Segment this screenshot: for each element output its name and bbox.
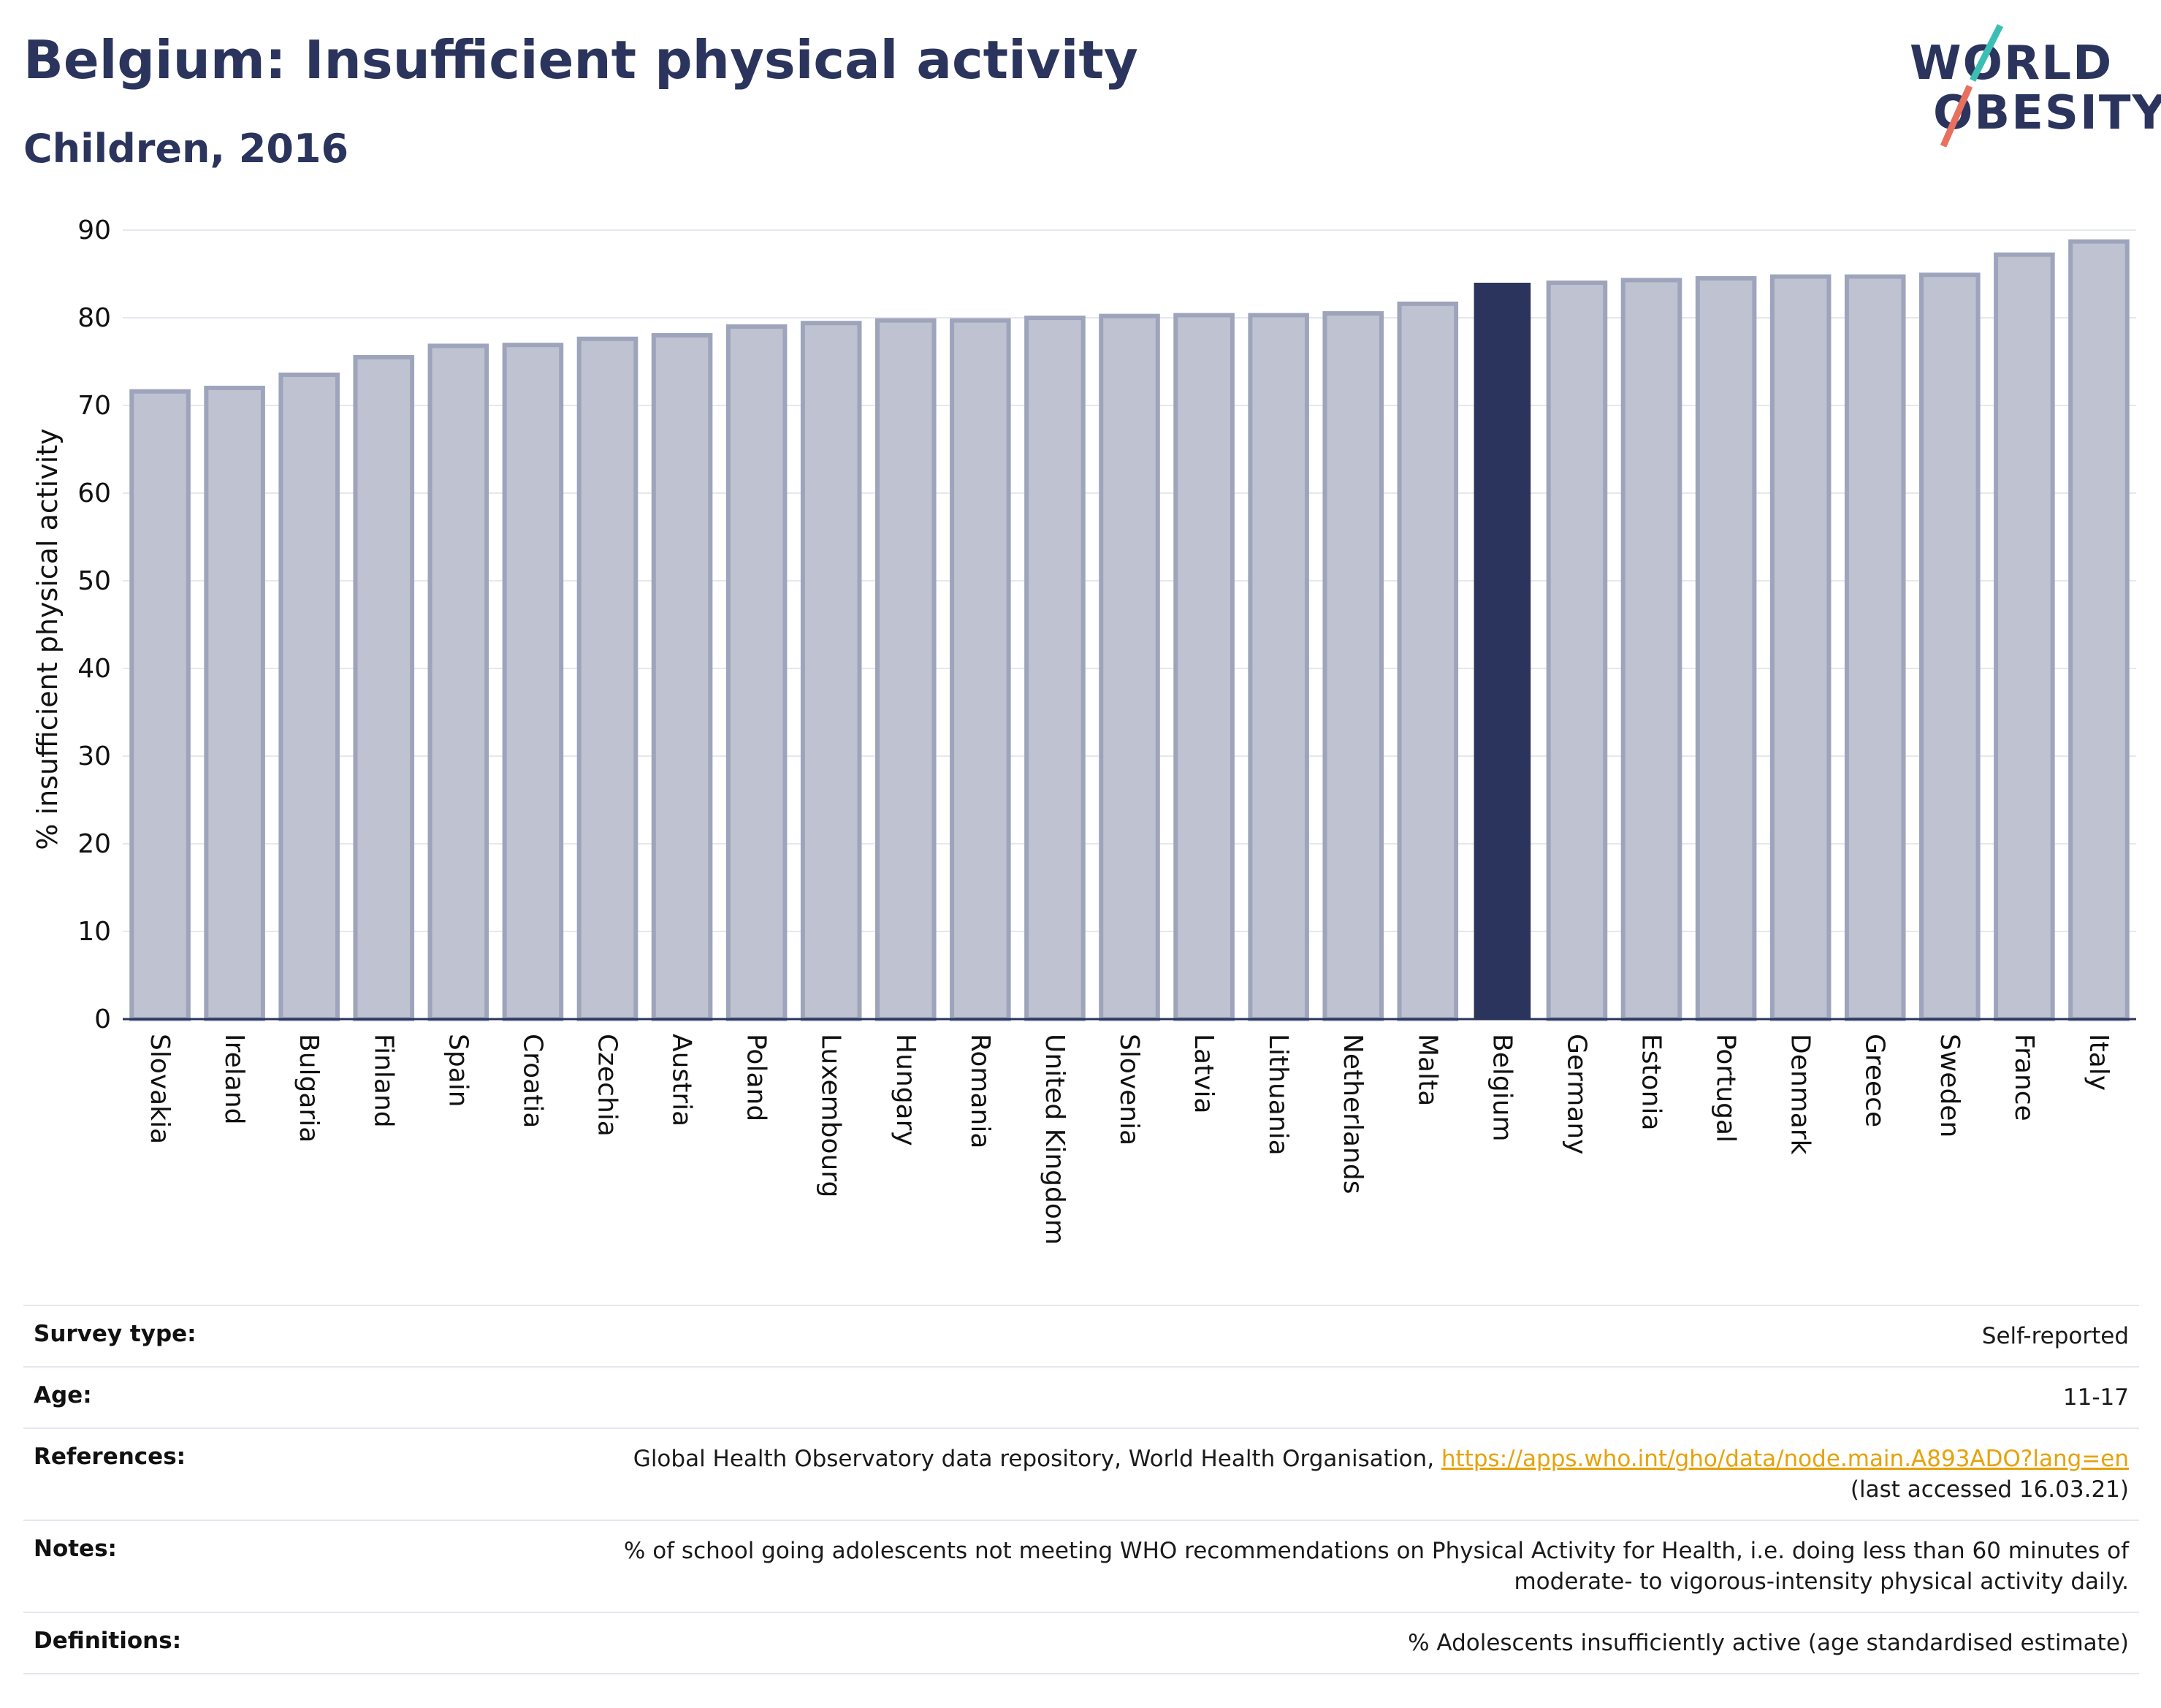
bar-ireland <box>204 386 265 1021</box>
y-tick-label: 10 <box>77 917 111 947</box>
x-axis-ticks: Slovakia Ireland Bulgaria Finland Spain Croat… <box>145 1034 2114 1245</box>
bar-united-kingdom <box>1024 316 1086 1021</box>
x-tick-label: Austria <box>667 1034 697 1126</box>
world-obesity-logo: WORLD OBESITY <box>1907 22 2161 153</box>
y-tick-label: 30 <box>77 741 111 771</box>
references-link[interactable]: https://apps.who.int/gho/data/node.main.… <box>1441 1446 2129 1472</box>
bar-germany <box>1546 281 1608 1021</box>
meta-row-survey: Survey type: Self-reported <box>23 1305 2139 1366</box>
survey-type-label: Survey type: <box>34 1321 197 1347</box>
bar-portugal <box>1695 276 1757 1021</box>
y-tick-label: 20 <box>77 829 111 859</box>
bar-belgium <box>1474 283 1531 1019</box>
bar-romania <box>950 318 1011 1022</box>
bar-poland <box>725 324 788 1021</box>
x-tick-label: Estonia <box>1636 1034 1666 1131</box>
y-tick-label: 50 <box>77 566 111 596</box>
age-label: Age: <box>34 1382 92 1408</box>
x-tick-label: Slovakia <box>145 1034 175 1144</box>
bar-netherlands <box>1322 311 1384 1021</box>
references-value: Global Health Observatory data repositor… <box>23 1429 2139 1505</box>
x-tick-label: Romania <box>965 1034 995 1148</box>
bar-austria <box>651 333 713 1021</box>
bar-sweden <box>1919 272 1981 1021</box>
definitions-value: % Adolescents insufficiently active (age… <box>1408 1630 2129 1656</box>
notes-line-1: % of school going adolescents not meetin… <box>623 1538 2129 1564</box>
x-tick-label: Germany <box>1561 1034 1591 1154</box>
logo-line-world: WORLD <box>1910 37 2114 91</box>
y-tick-label: 70 <box>77 391 111 421</box>
x-tick-label: Ireland <box>219 1034 249 1125</box>
x-tick-label: Luxembourg <box>816 1034 846 1197</box>
age-value: 11-17 <box>2062 1384 2129 1411</box>
y-tick-label: 80 <box>77 303 111 333</box>
meta-row-references: References: Global Health Observatory da… <box>23 1427 2139 1520</box>
bar-chart: 0 10 20 30 40 50 60 70 80 90 Slovakia Ireland Bulga… <box>31 216 2136 1245</box>
meta-row-definitions: Definitions: % Adolescents insufficientl… <box>23 1612 2139 1674</box>
notes-line-2: moderate- to vigorous-intensity physical… <box>1514 1568 2129 1595</box>
y-tick-label: 90 <box>77 216 111 245</box>
bar-luxembourg <box>800 321 862 1021</box>
logo-line-obesity: OBESITY <box>1933 86 2161 140</box>
bar-spain <box>427 343 489 1021</box>
meta-row-age: Age: 11-17 <box>23 1366 2139 1427</box>
bar-malta <box>1397 301 1459 1022</box>
definitions-label: Definitions: <box>34 1628 182 1654</box>
x-tick-label: Sweden <box>1935 1034 1964 1137</box>
bar-slovenia <box>1099 313 1160 1022</box>
references-accessed: (last accessed 16.03.21) <box>1850 1476 2129 1503</box>
bar-slovakia <box>129 389 191 1021</box>
y-axis-ticks: 0 10 20 30 40 50 60 70 80 90 <box>77 216 111 1034</box>
x-tick-label: Spain <box>443 1034 473 1107</box>
x-tick-label: Poland <box>742 1034 771 1121</box>
y-tick-label: 60 <box>77 479 111 508</box>
x-tick-label: United Kingdom <box>1040 1034 1070 1245</box>
x-tick-label: Bulgaria <box>294 1034 324 1143</box>
y-tick-label: 40 <box>77 654 111 684</box>
x-tick-label: Croatia <box>517 1034 547 1128</box>
x-tick-label: Finland <box>368 1034 398 1128</box>
bar-latvia <box>1173 313 1235 1021</box>
bar-greece <box>1844 274 1906 1022</box>
bar-estonia <box>1620 278 1682 1021</box>
x-tick-label: Denmark <box>1785 1034 1815 1155</box>
x-tick-label: Malta <box>1412 1034 1442 1106</box>
bar-denmark <box>1769 274 1832 1022</box>
x-tick-label: Czechia <box>592 1034 622 1137</box>
bar-france <box>1994 252 2055 1022</box>
meta-row-notes: Notes: % of school going adolescents not… <box>23 1520 2139 1612</box>
x-tick-label: Lithuania <box>1263 1034 1293 1156</box>
x-tick-label: Latvia <box>1189 1034 1219 1114</box>
x-tick-label: Belgium <box>1487 1034 1517 1142</box>
x-tick-label: Hungary <box>891 1034 921 1146</box>
x-tick-label: Greece <box>1860 1034 1890 1127</box>
references-label: References: <box>34 1444 186 1470</box>
bar-hungary <box>874 318 937 1022</box>
x-tick-label: France <box>2009 1034 2039 1121</box>
x-tick-label: Italy <box>2084 1034 2114 1091</box>
chart-subtitle: Children, 2016 <box>23 126 349 172</box>
bar-croatia <box>502 343 564 1021</box>
survey-type-value: Self-reported <box>1981 1323 2129 1349</box>
chart-title: Belgium: Insufficient physical activity <box>23 29 1138 91</box>
bar-bulgaria <box>278 373 340 1021</box>
references-text: Global Health Observatory data repositor… <box>633 1446 1441 1472</box>
x-tick-label: Slovenia <box>1114 1034 1144 1145</box>
bar-czechia <box>576 336 639 1022</box>
notes-value: % of school going adolescents not meetin… <box>23 1521 2139 1597</box>
notes-label: Notes: <box>34 1536 117 1562</box>
logo-slash-icon <box>1940 23 2004 148</box>
bars <box>129 239 2130 1022</box>
y-axis-label: % insufficient physical activity <box>31 428 64 850</box>
bar-lithuania <box>1248 313 1309 1021</box>
bar-finland <box>353 355 415 1021</box>
x-tick-label: Portugal <box>1711 1034 1741 1143</box>
metadata-table: Survey type: Self-reported Age: 11-17 Re… <box>23 1305 2139 1674</box>
bar-italy <box>2068 239 2130 1022</box>
x-tick-label: Netherlands <box>1338 1034 1368 1194</box>
y-tick-label: 0 <box>94 1004 111 1034</box>
